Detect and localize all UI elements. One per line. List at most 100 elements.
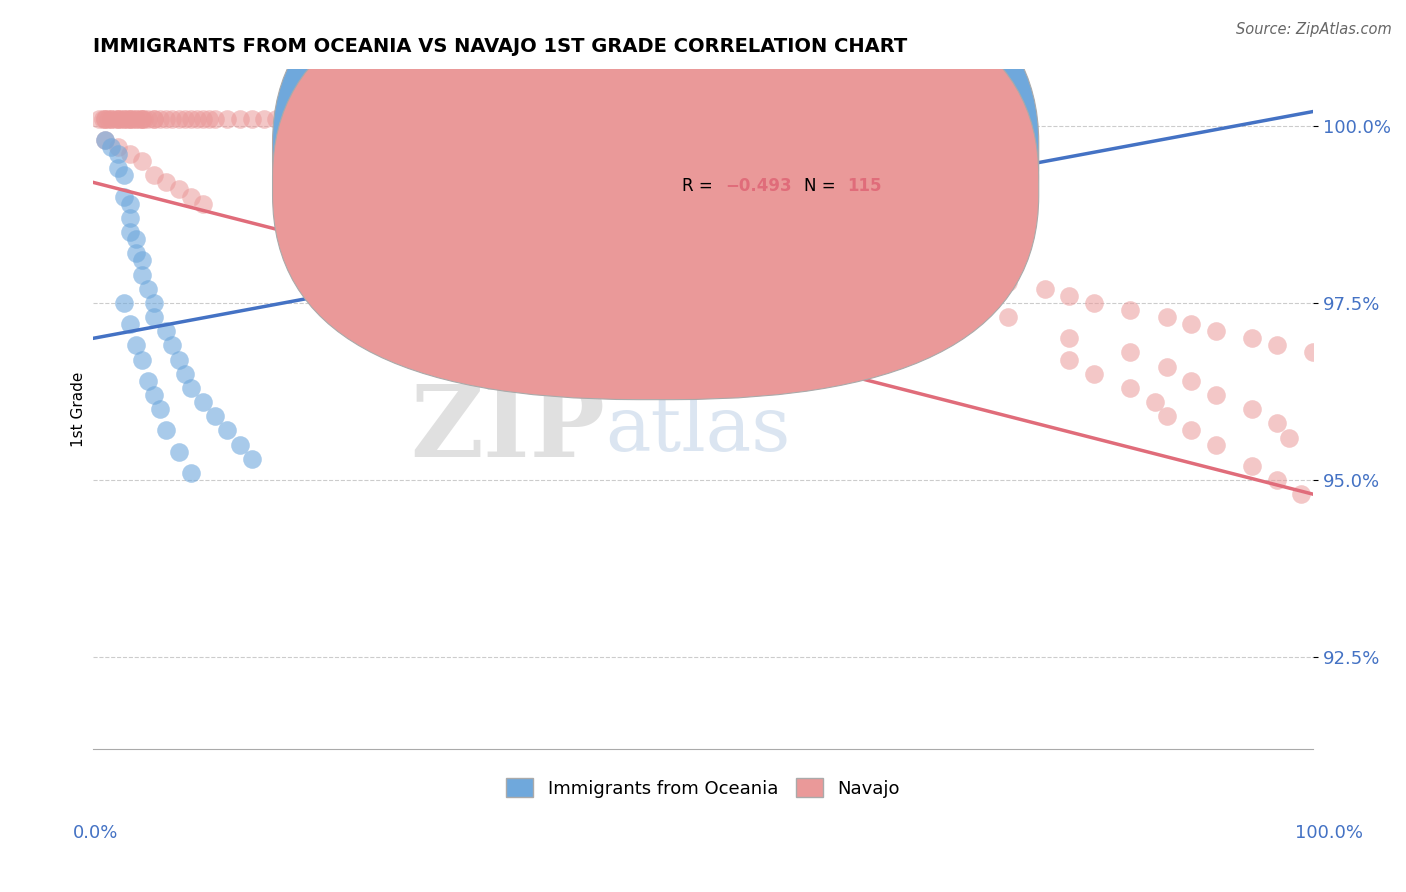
- Point: [125, 246, 148, 260]
- Point: [423, 140, 446, 154]
- Text: 100.0%: 100.0%: [1295, 824, 1362, 842]
- Point: [100, 112, 122, 126]
- Point: [1083, 296, 1105, 310]
- Point: [136, 282, 159, 296]
- Point: [228, 112, 250, 126]
- Point: [814, 275, 837, 289]
- Point: [136, 374, 159, 388]
- Point: [1033, 282, 1056, 296]
- Point: [1289, 487, 1312, 501]
- Point: [118, 112, 141, 126]
- Point: [1205, 388, 1227, 402]
- Point: [125, 112, 148, 126]
- Point: [155, 175, 177, 189]
- Point: [131, 268, 153, 282]
- Point: [326, 112, 349, 126]
- Text: −0.429: −0.429: [725, 143, 792, 161]
- Point: [118, 196, 141, 211]
- Point: [112, 169, 135, 183]
- Point: [112, 112, 135, 126]
- Point: [191, 112, 214, 126]
- Point: [997, 310, 1019, 324]
- Point: [143, 112, 166, 126]
- Text: 36: 36: [848, 143, 876, 161]
- Point: [754, 289, 776, 303]
- Point: [875, 225, 897, 239]
- Point: [180, 466, 202, 480]
- Point: [143, 388, 166, 402]
- Point: [136, 112, 159, 126]
- Point: [277, 112, 299, 126]
- Point: [960, 268, 983, 282]
- Text: 115: 115: [848, 177, 882, 195]
- Point: [814, 232, 837, 246]
- Point: [108, 112, 131, 126]
- Point: [100, 112, 122, 126]
- Point: [1057, 331, 1080, 345]
- Point: [131, 112, 153, 126]
- Point: [89, 112, 111, 126]
- Point: [191, 395, 214, 409]
- Point: [149, 402, 172, 417]
- Text: N =: N =: [804, 143, 841, 161]
- Point: [1143, 395, 1166, 409]
- Point: [117, 112, 139, 126]
- Point: [387, 189, 409, 203]
- Point: [1119, 345, 1142, 359]
- Point: [180, 381, 202, 395]
- Point: [631, 189, 654, 203]
- Point: [911, 239, 934, 253]
- Point: [167, 444, 190, 458]
- Text: ZIP: ZIP: [411, 381, 606, 478]
- Point: [875, 331, 897, 345]
- Point: [128, 112, 150, 126]
- Text: R =: R =: [682, 143, 718, 161]
- Point: [131, 253, 153, 268]
- Point: [790, 225, 813, 239]
- Point: [350, 126, 373, 140]
- Point: [125, 232, 148, 246]
- Point: [118, 147, 141, 161]
- Point: [1119, 302, 1142, 317]
- Point: [107, 147, 129, 161]
- Point: [1265, 417, 1288, 431]
- Point: [1241, 458, 1264, 473]
- Point: [97, 112, 120, 126]
- Point: [143, 310, 166, 324]
- Point: [143, 169, 166, 183]
- Point: [131, 112, 153, 126]
- Point: [107, 140, 129, 154]
- Point: [1205, 324, 1227, 338]
- Point: [851, 317, 873, 331]
- Text: Source: ZipAtlas.com: Source: ZipAtlas.com: [1236, 22, 1392, 37]
- Point: [1241, 402, 1264, 417]
- Point: [997, 275, 1019, 289]
- Point: [692, 203, 714, 218]
- Point: [173, 112, 195, 126]
- Point: [217, 424, 239, 438]
- Point: [112, 112, 135, 126]
- Point: [1057, 352, 1080, 367]
- Point: [546, 169, 568, 183]
- Point: [94, 112, 117, 126]
- Point: [186, 112, 208, 126]
- Point: [155, 112, 177, 126]
- Point: [1278, 431, 1301, 445]
- Point: [112, 189, 135, 203]
- Point: [131, 352, 153, 367]
- Point: [118, 225, 141, 239]
- Point: [1180, 424, 1202, 438]
- Point: [1265, 473, 1288, 487]
- Point: [107, 112, 129, 126]
- Point: [131, 154, 153, 169]
- Point: [149, 112, 172, 126]
- FancyBboxPatch shape: [273, 0, 1039, 366]
- Point: [155, 324, 177, 338]
- Point: [112, 296, 135, 310]
- Point: [91, 112, 114, 126]
- Point: [911, 253, 934, 268]
- Point: [754, 218, 776, 232]
- FancyBboxPatch shape: [273, 0, 1039, 400]
- Text: IMMIGRANTS FROM OCEANIA VS NAVAJO 1ST GRADE CORRELATION CHART: IMMIGRANTS FROM OCEANIA VS NAVAJO 1ST GR…: [93, 37, 907, 56]
- Point: [167, 352, 190, 367]
